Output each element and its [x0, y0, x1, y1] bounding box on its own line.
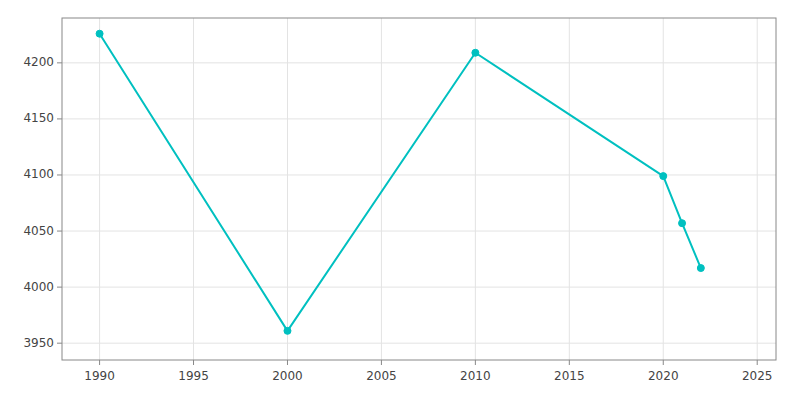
tick-x	[193, 360, 194, 365]
grid-line-y	[62, 287, 776, 288]
point	[472, 49, 479, 56]
tick-y	[57, 287, 62, 288]
grid-line-y	[62, 118, 776, 119]
axes: 3950 4000 4050 4100 4150 4200 1990 1995 2000 2005…	[23, 18, 776, 383]
grid-line-x	[475, 18, 476, 360]
tick-x	[475, 360, 476, 365]
grid-line-x	[663, 18, 664, 360]
point	[660, 173, 667, 180]
grid-line-x	[757, 18, 758, 360]
grid-line-x	[287, 18, 288, 360]
tick-label-x: 2025	[742, 369, 773, 383]
tick-x	[663, 360, 664, 365]
point	[96, 30, 103, 37]
tick-label-x: 1995	[178, 369, 209, 383]
grid-line-x	[569, 18, 570, 360]
tick-x	[287, 360, 288, 365]
grid-line-x	[381, 18, 382, 360]
grid-line-x	[99, 18, 100, 360]
tick-y	[57, 174, 62, 175]
tick-label-y: 3950	[23, 336, 54, 350]
tick-y	[57, 62, 62, 63]
tick-x	[381, 360, 382, 365]
grid-line-y	[62, 62, 776, 63]
tick-label-x: 2005	[366, 369, 397, 383]
tick-label-y: 4100	[23, 167, 54, 181]
point	[697, 265, 704, 272]
tick-label-x: 2015	[554, 369, 585, 383]
tick-label-x: 2010	[460, 369, 491, 383]
tick-y	[57, 231, 62, 232]
line	[100, 34, 701, 331]
tick-x	[757, 360, 758, 365]
tick-label-x: 2000	[272, 369, 303, 383]
tick-y	[57, 343, 62, 344]
plot-frame	[62, 18, 776, 360]
chart-container: 3950 4000 4050 4100 4150 4200 1990 1995 2000 2005…	[0, 0, 800, 400]
grid-line-y	[62, 231, 776, 232]
series	[96, 30, 704, 334]
tick-label-y: 4150	[23, 111, 54, 125]
tick-label-y: 4000	[23, 280, 54, 294]
grid	[62, 18, 776, 360]
tick-x	[569, 360, 570, 365]
chart-svg: 3950 4000 4050 4100 4150 4200 1990 1995 2000 2005…	[0, 0, 800, 400]
tick-x	[99, 360, 100, 365]
grid-line-x	[193, 18, 194, 360]
grid-line-y	[62, 343, 776, 344]
grid-line-y	[62, 174, 776, 175]
tick-label-x: 1990	[84, 369, 115, 383]
tick-label-y: 4200	[23, 55, 54, 69]
point	[679, 220, 686, 227]
tick-label-y: 4050	[23, 224, 54, 238]
tick-label-x: 2020	[648, 369, 679, 383]
point	[284, 327, 291, 334]
tick-y	[57, 118, 62, 119]
